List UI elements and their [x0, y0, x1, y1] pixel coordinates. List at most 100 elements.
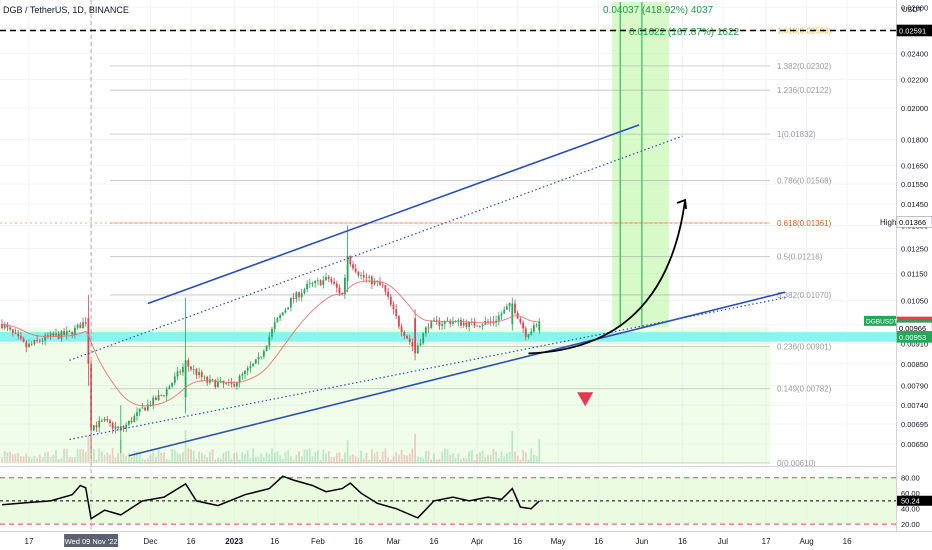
volume-bar — [222, 452, 225, 463]
volume-bar — [422, 458, 425, 463]
volume-bar — [452, 453, 454, 463]
candle-body — [249, 366, 252, 369]
volume-bar — [406, 455, 408, 463]
volume-bar — [290, 456, 292, 463]
rsi-tick-label: 20.00 — [901, 520, 920, 529]
channel-line-solid — [147, 124, 640, 305]
volume-bar — [403, 454, 406, 463]
candle-body — [443, 321, 446, 324]
volume-bar — [449, 454, 452, 463]
candle-body — [352, 264, 354, 269]
time-tick-label: Jul — [718, 537, 728, 546]
candle-body — [487, 321, 489, 322]
candle-body — [403, 331, 406, 336]
volume-bar — [30, 457, 33, 463]
candle-body — [500, 313, 503, 316]
price-tick-label: 0.02200 — [901, 75, 928, 84]
volume-bar — [190, 449, 192, 463]
volume-bar — [44, 452, 47, 463]
volume-bar — [433, 453, 435, 463]
candle-body — [79, 324, 82, 329]
volume-bar — [206, 457, 209, 463]
volume-bar — [411, 448, 414, 463]
candle-body — [187, 360, 190, 367]
candle-body — [535, 324, 538, 326]
volume-bar — [217, 457, 219, 463]
volume-bar — [265, 452, 268, 463]
candle-body — [317, 280, 319, 282]
candle-body — [63, 331, 65, 335]
volume-bar — [74, 457, 76, 463]
volume-bar — [268, 453, 271, 463]
candle-body — [368, 276, 371, 278]
candle-body — [184, 360, 187, 398]
candle-body — [263, 350, 265, 357]
lower-zone-shade — [0, 327, 770, 463]
candle-body — [476, 325, 479, 327]
volume-bar — [503, 456, 506, 463]
candle-body — [211, 379, 214, 381]
volume-bar — [130, 457, 133, 463]
volume-bar — [338, 452, 341, 463]
time-tick-label: Jun — [635, 537, 648, 546]
volume-bar — [95, 459, 98, 463]
time-tick-label: 16 — [594, 537, 603, 546]
volume-bar — [9, 451, 11, 463]
price-axis[interactable]: 0.02800 0.02400 0.02200 0.02000 0.01800 0.016… — [864, 3, 932, 529]
fib-label: 0.5(0.01216) — [777, 253, 823, 262]
time-tick-label: Aug — [799, 537, 813, 546]
candle-body — [206, 376, 209, 383]
volume-bar — [68, 457, 71, 463]
candle-body — [125, 424, 128, 429]
volume-bar — [209, 451, 211, 463]
volume-bar — [63, 448, 65, 463]
volume-bar — [300, 456, 303, 463]
time-axis[interactable]: 17 Wed 09 Nov '22 Dec 16 2023 16 Feb 16 Mar 16 Apr… — [25, 534, 853, 547]
candle-body — [254, 359, 257, 364]
candle-body — [408, 338, 411, 342]
volume-bar — [457, 453, 460, 463]
candle-body — [306, 283, 308, 290]
volume-bar — [524, 452, 527, 463]
time-tick-label: Feb — [311, 537, 325, 546]
volume-bar — [465, 458, 468, 463]
volume-bar — [295, 454, 298, 463]
candle-body — [354, 268, 357, 272]
volume-bar — [171, 448, 173, 463]
volume-bar — [379, 459, 381, 463]
volume-bar — [179, 454, 182, 463]
candle-body — [233, 384, 236, 387]
candle-body — [179, 371, 182, 373]
down-marker-icon — [577, 392, 594, 407]
candle-body — [276, 318, 279, 323]
candle-body — [473, 321, 476, 326]
price-tick-label: 0.02800 — [901, 3, 928, 12]
candle-body — [265, 345, 268, 351]
volume-bar — [435, 459, 438, 463]
candle-body — [271, 328, 273, 337]
candle-body — [17, 333, 20, 337]
volume-bar — [511, 430, 514, 463]
volume-bar — [481, 450, 484, 463]
candle-body — [284, 309, 287, 313]
volume-bar — [365, 453, 368, 463]
volume-bar — [408, 453, 411, 463]
volume-bar — [473, 459, 476, 463]
volume-bar — [187, 448, 190, 463]
price-badge — [896, 24, 932, 37]
volume-bar — [214, 459, 217, 463]
candle-body — [152, 397, 155, 406]
volume-bar — [138, 452, 141, 463]
volume-bar — [508, 451, 511, 463]
volume-bar — [487, 455, 489, 463]
volume-bar — [157, 448, 160, 463]
volume-bar — [398, 454, 400, 463]
candle-body — [101, 420, 103, 422]
volume-bar — [133, 450, 136, 463]
volume-bar — [182, 452, 184, 463]
candle-body — [462, 322, 465, 326]
fib-label: 1.382(0.02302) — [777, 62, 832, 71]
candle-body — [260, 356, 263, 358]
candle-body — [55, 333, 57, 336]
